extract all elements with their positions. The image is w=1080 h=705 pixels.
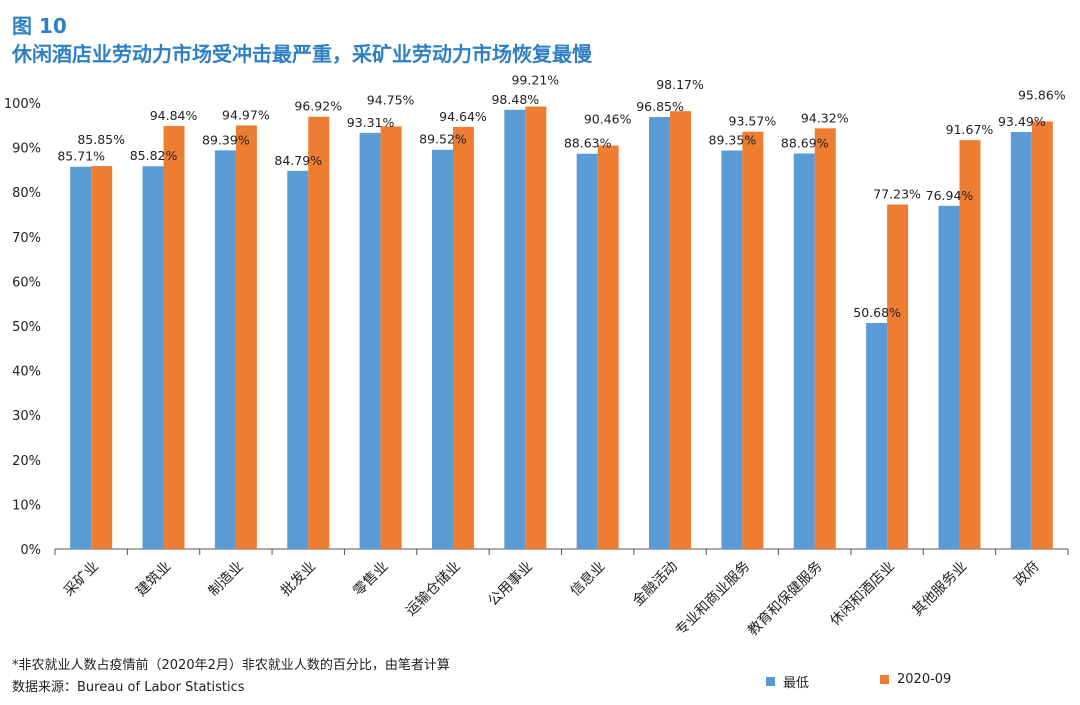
x-tick-label: 零售业: [350, 559, 391, 600]
y-tick-label: 80%: [12, 186, 41, 201]
data-label-series2: 94.64%: [439, 109, 487, 124]
bar-series2: [597, 145, 619, 549]
bar-series1: [649, 117, 671, 549]
bar-series1: [214, 150, 236, 549]
bar-series2: [525, 106, 547, 549]
bar-series2: [91, 166, 113, 549]
y-tick-label: 70%: [12, 231, 41, 246]
x-tick-label: 运输仓储业: [403, 559, 464, 620]
data-label-series2: 98.17%: [656, 77, 704, 92]
bar-series1: [70, 166, 92, 549]
footnote: *非农就业人数占疫情前（2020年2月）非农就业人数的百分比，由笔者计算: [12, 658, 450, 673]
data-label-series1: 76.94%: [926, 188, 974, 203]
bar-series1: [793, 153, 815, 549]
data-label-series1: 85.82%: [130, 148, 178, 163]
legend-swatch-series1: [766, 677, 775, 686]
legend-item-series2: 2020-09: [880, 672, 951, 687]
y-tick-label: 10%: [12, 498, 41, 513]
x-tick-label: 专业和商业服务: [673, 559, 754, 640]
x-tick-label: 其他服务业: [909, 559, 970, 620]
bar-series2: [742, 131, 764, 549]
bar-series1: [576, 153, 598, 549]
y-tick-label: 90%: [12, 142, 41, 157]
figure-number: 图 10: [12, 14, 67, 38]
bar-series1: [142, 166, 164, 549]
x-tick-label: 采矿业: [61, 559, 102, 600]
data-label-series1: 89.39%: [202, 132, 250, 147]
data-label-series1: 88.69%: [781, 135, 829, 150]
data-label-series2: 90.46%: [584, 112, 632, 127]
bar-series2: [887, 204, 909, 549]
x-tick-label: 建筑业: [133, 559, 174, 600]
bar-series1: [1010, 132, 1032, 549]
data-label-series1: 89.52%: [419, 132, 467, 147]
bar-series2: [670, 111, 692, 549]
legend-swatch-series2: [880, 675, 889, 684]
bar-series2: [163, 126, 185, 549]
data-label-series1: 93.31%: [347, 115, 395, 130]
data-label-series2: 94.84%: [150, 108, 198, 123]
bar-series1: [359, 132, 381, 549]
bar-series2: [814, 128, 836, 549]
data-label-series1: 50.68%: [853, 305, 901, 320]
bar-series2: [1031, 121, 1053, 549]
bar-series1: [938, 205, 960, 549]
data-label-series2: 94.97%: [222, 107, 270, 122]
data-label-series2: 94.75%: [367, 92, 415, 107]
legend-label-series1: 最低: [783, 676, 810, 691]
y-tick-label: 30%: [12, 409, 41, 424]
x-tick-label: 休闲和酒店业: [827, 559, 898, 630]
x-tick-label: 信息业: [567, 558, 609, 600]
y-tick-label: 40%: [12, 365, 41, 380]
x-tick-label: 制造业: [206, 559, 247, 600]
data-label-series2: 77.23%: [873, 187, 921, 202]
y-tick-label: 0%: [20, 543, 41, 558]
data-label-series1: 88.63%: [564, 136, 612, 151]
bar-series2: [380, 126, 402, 549]
data-label-series1: 84.79%: [274, 153, 322, 168]
y-tick-label: 60%: [12, 275, 41, 290]
bar-series2: [959, 140, 981, 549]
y-tick-label: 100%: [4, 97, 41, 112]
bar-series1: [431, 149, 453, 550]
chart-title: 休闲酒店业劳动力市场受冲击最严重，采矿业劳动力市场恢复最慢: [12, 42, 592, 66]
data-label-series1: 96.85%: [636, 99, 684, 114]
data-label-series1: 93.49%: [998, 114, 1046, 129]
data-label-series2: 85.85%: [77, 132, 125, 147]
data-label-series2: 91.67%: [946, 122, 994, 137]
data-label-series1: 98.48%: [491, 92, 539, 107]
y-tick-label: 20%: [12, 454, 41, 469]
legend-item-series1: 最低: [766, 672, 809, 691]
data-label-series2: 99.21%: [511, 73, 559, 88]
bar-series1: [721, 150, 743, 549]
data-label-series2: 95.86%: [1018, 87, 1066, 102]
data-label-series2: 93.57%: [729, 114, 777, 129]
data-label-series2: 96.92%: [294, 99, 342, 114]
bar-series2: [452, 126, 474, 549]
x-tick-label: 批发业: [278, 559, 319, 600]
x-tick-label: 金融活动: [630, 559, 681, 610]
data-label-series1: 85.71%: [57, 149, 105, 164]
y-tick-label: 50%: [12, 320, 41, 335]
bar-series1: [504, 109, 526, 549]
bar-series1: [287, 170, 309, 549]
source-note: 数据来源：Bureau of Labor Statistics: [12, 680, 245, 695]
x-tick-label: 政府: [1012, 559, 1043, 590]
data-label-series1: 89.35%: [709, 132, 757, 147]
bar-series1: [866, 322, 888, 549]
bar-series2: [235, 125, 257, 549]
bar-series2: [308, 116, 330, 549]
x-tick-label: 教育和保健服务: [745, 559, 826, 640]
x-tick-label: 公用事业: [485, 559, 536, 610]
legend-label-series2: 2020-09: [897, 672, 952, 687]
data-label-series2: 94.32%: [801, 110, 849, 125]
